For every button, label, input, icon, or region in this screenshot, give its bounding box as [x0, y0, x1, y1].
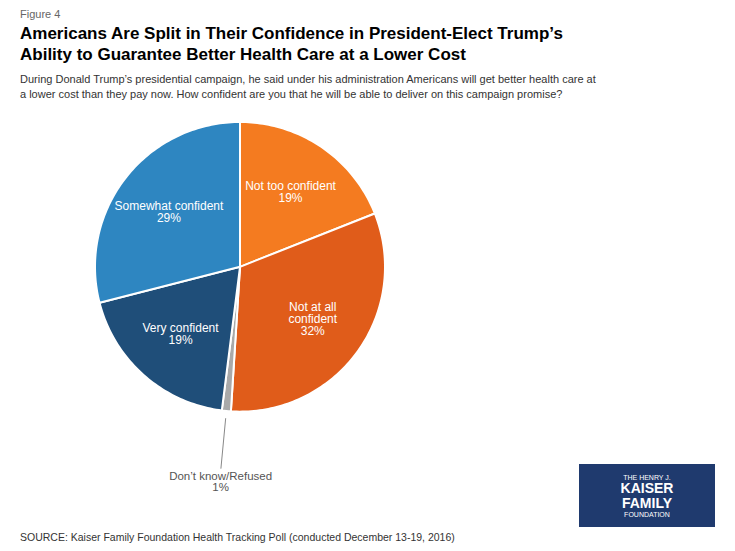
html-text:KAISER: KAISER: [620, 480, 674, 497]
svg-text:Very confident19%: Very confident19%: [143, 321, 220, 347]
html-text:SOURCE: Kaiser Family Foundati: SOURCE: Kaiser Family Foundation Health …: [20, 531, 455, 544]
svg-text:Don’t know/Refused1%: Don’t know/Refused1%: [169, 470, 272, 494]
html-text:THE HENRY J.: THE HENRY J.: [623, 473, 671, 481]
html-text:Figure 4: Figure 4: [20, 8, 61, 20]
html-text:FAMILY: FAMILY: [622, 494, 672, 511]
svg-text:Not at allconfident32%: Not at allconfident32%: [288, 301, 337, 339]
svg-text:Somewhat confident29%: Somewhat confident29%: [115, 199, 224, 225]
html-text:During Donald Trump’s presiden: During Donald Trump’s presidential campa…: [20, 72, 596, 101]
html-text:FOUNDATION: FOUNDATION: [624, 510, 670, 518]
svg-text:Not too confident19%: Not too confident19%: [245, 180, 336, 206]
html-text:Americans Are Split in Their C: Americans Are Split in Their Confidence …: [20, 24, 563, 65]
